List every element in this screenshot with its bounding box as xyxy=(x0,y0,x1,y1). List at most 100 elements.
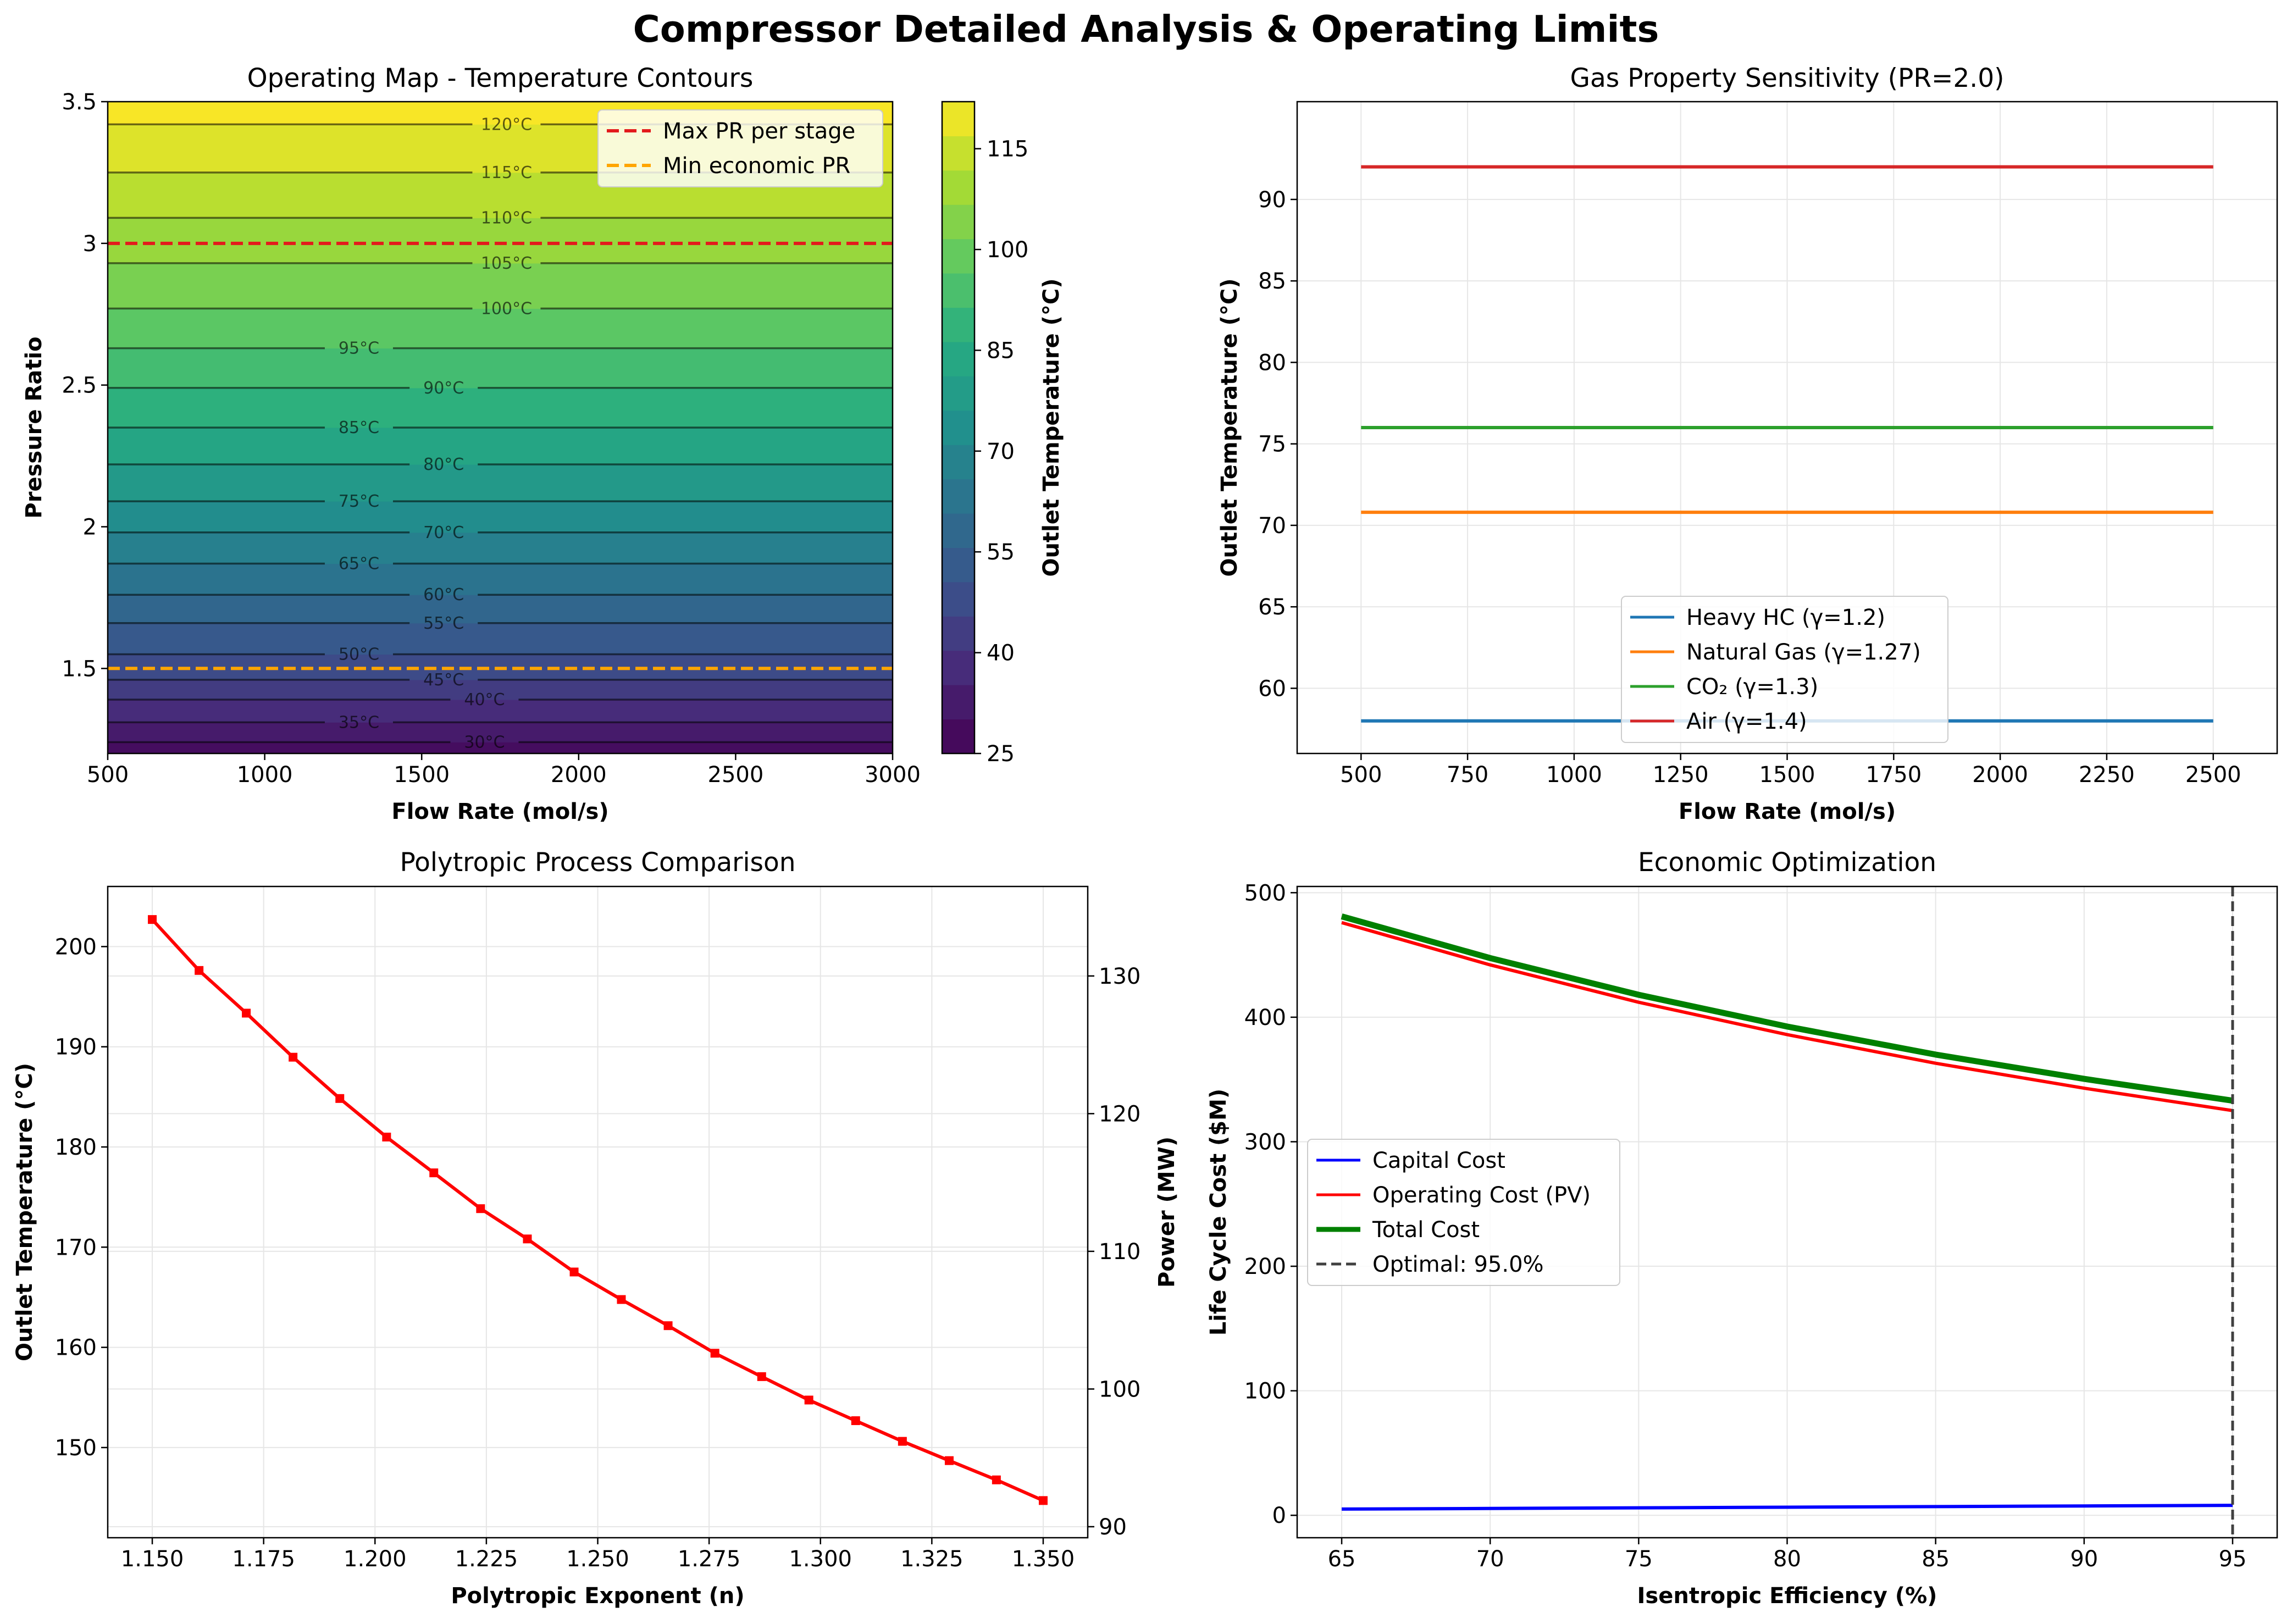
poly-xtick-label: 1.200 xyxy=(344,1547,407,1572)
poly-power-marker xyxy=(851,1416,860,1426)
poly-ylabel-left: Outlet Temperature (°C) xyxy=(12,1063,37,1361)
poly-power-marker xyxy=(898,1437,907,1446)
poly-ytick-label: 170 xyxy=(55,1235,97,1260)
panel-gas-sensitivity: 500 750 1000 1250 1500 1750 2000 2250 2500 60 65 70… xyxy=(1217,63,2278,824)
econ-legend-box xyxy=(1307,1139,1620,1286)
contour-band xyxy=(108,464,893,502)
econ-ytick-label: 200 xyxy=(1244,1254,1286,1279)
gas-xtick-label: 1250 xyxy=(1653,762,1709,788)
contour-band xyxy=(108,501,893,533)
gas-legend-label: CO₂ (γ=1.3) xyxy=(1686,674,1818,700)
map-xtick-label: 3000 xyxy=(865,762,921,788)
gas-ytick-label: 85 xyxy=(1258,269,1286,294)
poly-ytick-right-label: 120 xyxy=(1099,1101,1141,1127)
econ-ytick-label: 0 xyxy=(1272,1503,1286,1528)
colorbar-segment xyxy=(942,273,975,308)
map-xlabel: Flow Rate (mol/s) xyxy=(391,799,608,824)
poly-ytick-label: 190 xyxy=(55,1035,97,1060)
econ-xlabel: Isentropic Efficiency (%) xyxy=(1637,1583,1937,1609)
gas-ytick-label: 90 xyxy=(1258,187,1286,213)
contour-band xyxy=(108,595,893,624)
map-axes-frame xyxy=(107,101,894,755)
contour-label: 85°C xyxy=(339,418,379,437)
contour-label: 30°C xyxy=(464,733,505,752)
colorbar-segment xyxy=(942,239,975,274)
gas-legend-box xyxy=(1621,596,1948,743)
contour-label: 115°C xyxy=(481,163,532,182)
contour-label: 100°C xyxy=(481,299,532,318)
contour-label: 80°C xyxy=(423,455,464,474)
econ-legend-label: Capital Cost xyxy=(1372,1148,1505,1173)
map-legend-label: Max PR per stage xyxy=(663,119,855,144)
contour-label: 35°C xyxy=(339,713,379,732)
poly-power-marker xyxy=(242,1008,251,1018)
colorbar-tick-label: 115 xyxy=(987,137,1028,162)
poly-xtick-label: 1.225 xyxy=(455,1547,518,1572)
colorbar-segment xyxy=(942,445,975,480)
poly-power-marker xyxy=(757,1372,766,1381)
poly-power-marker xyxy=(944,1456,954,1465)
econ-xtick-label: 95 xyxy=(2219,1547,2247,1572)
contour-band xyxy=(108,532,893,564)
gas-xtick-label: 750 xyxy=(1447,762,1488,788)
colorbar-segment xyxy=(942,616,975,651)
colorbar-tick-label: 40 xyxy=(987,641,1015,666)
poly-xtick-label: 1.300 xyxy=(789,1547,852,1572)
gas-xtick-label: 1000 xyxy=(1546,762,1602,788)
colorbar-segment xyxy=(942,547,975,583)
poly-power-line xyxy=(151,918,1044,1503)
gas-xtick-label: 2000 xyxy=(1972,762,2028,788)
colorbar-segment xyxy=(942,479,975,514)
poly-power-marker xyxy=(476,1204,485,1213)
colorbar-segment xyxy=(942,685,975,720)
poly-power-marker xyxy=(617,1295,626,1304)
gas-xtick-label: 2500 xyxy=(2185,762,2241,788)
gas-ytick-label: 70 xyxy=(1258,513,1286,539)
panel-operating-map: 30°C 35°C 40°C45°C 50°C 55°C 60°C 65°C 70°C 75°C… xyxy=(21,63,1064,824)
map-ytick-label: 2.5 xyxy=(62,373,97,398)
poly-title: Polytropic Process Comparison xyxy=(400,847,795,878)
poly-power-marker xyxy=(804,1395,813,1405)
econ-title: Economic Optimization xyxy=(1638,847,1936,878)
econ-legend-label: Optimal: 95.0% xyxy=(1372,1252,1544,1277)
gas-xlabel: Flow Rate (mol/s) xyxy=(1679,799,1896,824)
gas-xtick-label: 500 xyxy=(1340,762,1382,788)
poly-power-marker xyxy=(663,1321,673,1331)
contour-band xyxy=(108,387,893,428)
contour-band xyxy=(108,623,893,655)
panel-economic: 65 70 75 80 85 90 95 0 100 200 300 400 500 Economic O… xyxy=(1206,847,2278,1609)
contour-band xyxy=(108,428,893,465)
poly-ytick-label: 150 xyxy=(55,1435,97,1461)
colorbar-segment xyxy=(942,513,975,548)
contour-band xyxy=(108,700,893,723)
colorbar-segment xyxy=(942,376,975,411)
econ-xtick-label: 90 xyxy=(2070,1547,2098,1572)
colorbar-tick-label: 70 xyxy=(987,439,1015,464)
gas-legend-label: Air (γ=1.4) xyxy=(1686,709,1807,734)
map-legend-box xyxy=(597,109,883,187)
econ-xtick-label: 75 xyxy=(1625,1547,1653,1572)
econ-legend-label: Operating Cost (PV) xyxy=(1372,1183,1591,1208)
colorbar-segment xyxy=(942,410,975,445)
poly-ytick-label: 180 xyxy=(55,1135,97,1160)
contour-label: 60°C xyxy=(423,585,464,605)
poly-power-marker xyxy=(335,1094,345,1103)
poly-xtick-label: 1.175 xyxy=(232,1547,295,1572)
econ-ytick-label: 500 xyxy=(1244,880,1286,906)
contour-label: 110°C xyxy=(481,208,532,228)
econ-series-line xyxy=(1341,913,2233,1104)
colorbar-frame xyxy=(941,101,976,755)
poly-xtick-label: 1.250 xyxy=(566,1547,629,1572)
contour-band xyxy=(108,348,893,389)
map-ytick-label: 3.5 xyxy=(62,90,97,115)
poly-power-marker xyxy=(382,1132,391,1141)
gas-title: Gas Property Sensitivity (PR=2.0) xyxy=(1570,63,2005,93)
panel-polytropic: 1.150 1.175 1.200 1.225 1.250 1.275 1.300 1.325… xyxy=(12,847,1180,1609)
econ-ylabel: Life Cycle Cost ($M) xyxy=(1206,1089,1231,1335)
colorbar-tick-label: 100 xyxy=(987,237,1028,263)
poly-ytick-label: 160 xyxy=(55,1335,97,1361)
econ-ytick-label: 400 xyxy=(1244,1005,1286,1030)
colorbar-segment xyxy=(942,341,975,376)
map-xtick-label: 2500 xyxy=(708,762,764,788)
map-xtick-label: 500 xyxy=(87,762,129,788)
